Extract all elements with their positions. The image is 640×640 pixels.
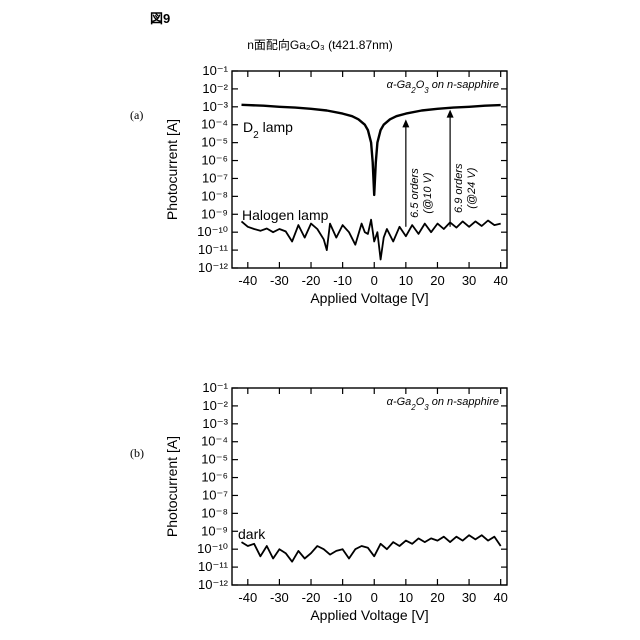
x-tick-label: -10 (333, 590, 352, 605)
y-tick-label: 10⁻¹ (202, 63, 228, 78)
x-tick-label: 20 (430, 590, 444, 605)
y-tick-label: 10⁻¹² (198, 260, 229, 275)
y-axis-label: Photocurrent [A] (164, 119, 180, 220)
x-tick-label: -30 (270, 273, 289, 288)
y-tick-label: 10⁻¹¹ (198, 242, 229, 257)
y-axis-label: Photocurrent [A] (164, 436, 180, 537)
annotation-arrow-head (402, 119, 409, 127)
plot-frame (232, 388, 507, 585)
y-tick-label: 10⁻⁴ (201, 117, 228, 132)
legend-text: α-Ga2O3 on n-sapphire (387, 396, 499, 412)
y-tick-label: 10⁻⁹ (201, 206, 228, 221)
y-tick-label: 10⁻¹⁰ (197, 224, 228, 239)
x-tick-label: 40 (493, 590, 507, 605)
series-label-dark: dark (238, 526, 266, 542)
y-tick-label: 10⁻² (202, 398, 228, 413)
series-line-0 (242, 535, 501, 562)
y-tick-label: 10⁻¹² (198, 577, 229, 592)
y-tick-label: 10⁻⁶ (201, 153, 228, 168)
legend-text: α-Ga2O3 on n-sapphire (387, 79, 499, 95)
y-tick-label: 10⁻⁴ (201, 434, 228, 449)
y-tick-label: 10⁻⁸ (201, 188, 228, 203)
y-tick-label: 10⁻² (202, 81, 228, 96)
x-tick-label: 20 (430, 273, 444, 288)
series-line-1 (242, 220, 501, 260)
x-tick-label: -30 (270, 590, 289, 605)
y-tick-label: 10⁻³ (202, 99, 228, 114)
x-axis-label: Applied Voltage [V] (310, 290, 428, 306)
x-tick-label: 30 (462, 590, 476, 605)
x-tick-label: -20 (302, 273, 321, 288)
x-tick-label: -10 (333, 273, 352, 288)
series-label-halogen-lamp: Halogen lamp (242, 207, 329, 223)
y-tick-label: 10⁻¹ (202, 380, 228, 395)
annotation-text: 6.9 orders(@24 V) (453, 163, 478, 213)
y-tick-label: 10⁻¹¹ (198, 559, 229, 574)
x-tick-label: 30 (462, 273, 476, 288)
x-tick-label: 10 (399, 590, 413, 605)
y-tick-label: 10⁻⁸ (201, 505, 228, 520)
x-tick-label: -20 (302, 590, 321, 605)
y-tick-label: 10⁻⁵ (201, 135, 228, 150)
y-tick-label: 10⁻⁹ (201, 523, 228, 538)
series-label-d2-lamp: D2 lamp (243, 119, 293, 141)
x-tick-label: -40 (238, 590, 257, 605)
annotation-arrow-head (447, 110, 454, 118)
annotation-text: 6.5 orders(@10 V) (409, 168, 434, 218)
x-axis-label: Applied Voltage [V] (310, 607, 428, 623)
x-tick-label: -40 (238, 273, 257, 288)
y-tick-label: 10⁻⁶ (201, 470, 228, 485)
chart-panel-a: 10⁻¹ 10⁻² 10⁻³ 10⁻⁴ 10⁻⁵ 10⁻⁶ 10⁻⁷ 10⁻⁸ 10⁻⁹ 10⁻¹… (164, 63, 508, 306)
chart-panel-b: 10⁻¹ 10⁻² 10⁻³ 10⁻⁴ 10⁻⁵ 10⁻⁶ 10⁻⁷ 10⁻⁸ 10⁻⁹ 10⁻¹… (164, 380, 508, 623)
y-tick-label: 10⁻¹⁰ (197, 541, 228, 556)
y-tick-label: 10⁻⁷ (202, 170, 228, 185)
x-tick-label: 0 (371, 273, 378, 288)
y-tick-label: 10⁻⁷ (202, 487, 228, 502)
x-tick-label: 40 (493, 273, 507, 288)
y-tick-label: 10⁻³ (202, 416, 228, 431)
y-tick-label: 10⁻⁵ (201, 452, 228, 467)
x-tick-label: 0 (371, 590, 378, 605)
x-tick-label: 10 (399, 273, 413, 288)
